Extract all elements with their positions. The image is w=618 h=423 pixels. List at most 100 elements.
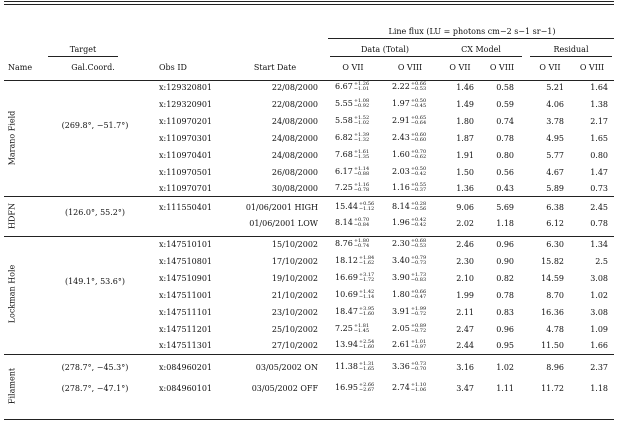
obs-id: x:147511001 [159,291,213,300]
cx-o8-value: 0.56 [496,168,514,177]
res-o8-value: 0.73 [590,184,608,193]
res-o7-value: 4.95 [546,134,564,143]
res-o7-value: 5.21 [546,83,564,92]
obs-id: x:147510801 [159,257,213,266]
data-o8-value: 1.16 +0.55 −0.37 [392,182,427,193]
target-underline [48,56,118,57]
res-o7-value: 4.06 [546,100,564,109]
res-o8-value: 1.47 [590,168,608,177]
data-o8-value: 3.36 +0.73 −0.70 [392,361,427,372]
start-date: 17/10/2002 [271,257,318,266]
res-o7-value: 8.96 [546,363,564,372]
data-o8-value: 3.91 +1.99 −0.72 [392,306,427,317]
res-o8-value: 0.78 [590,219,608,228]
start-date: 23/10/2002 [271,308,318,317]
residual-underline [530,56,612,57]
start-date: 26/08/2000 [271,168,318,177]
cx-o8-header: O VIII [489,63,515,72]
gal-coord-column-header: Gal.Coord. [71,63,115,72]
cx-o8-value: 0.59 [496,100,514,109]
start-date: 15/10/2002 [271,240,318,249]
cx-o8-value: 0.74 [496,117,514,126]
start-date: 27/10/2002 [271,341,318,350]
data-o8-value: 1.80 +0.66 −0.47 [392,289,427,300]
data-o7-value: 5.55 +1.08 −0.92 [335,98,370,109]
res-o7-value: 8.70 [546,291,564,300]
start-date: 25/10/2002 [271,325,318,334]
cx-o7-value: 1.91 [456,151,474,160]
res-o7-value: 14.59 [541,274,564,283]
data-o8-value: 2.05 +0.89 −0.72 [392,323,427,334]
group-name-filament: Filament [7,367,17,405]
res-o7-header: O VII [539,63,561,72]
data-o7-value: 7.68 +1.61 −1.35 [335,149,370,160]
res-o8-value: 1.65 [590,134,608,143]
data-o8-value: 2.61 +1.01 −0.97 [392,339,427,350]
cx-o7-value: 2.10 [456,274,474,283]
cx-o8-value: 0.90 [496,257,514,266]
obs-id: x:084960101 [159,384,213,393]
data-o7-value: 6.82 +1.39 −1.32 [335,132,370,143]
data-o7-value: 7.25 +1.81 −1.45 [335,323,370,334]
res-o7-value: 4.78 [546,325,564,334]
cx-o7-value: 9.06 [456,203,474,212]
data-o7-value: 10.69 +1.42 −1.14 [335,289,375,300]
res-o8-value: 2.45 [590,203,608,212]
data-o8-value: 2.03 +0.50 −0.42 [392,166,427,177]
data-o8-value: 3.90 +1.73 −0.83 [392,272,427,283]
group-name-hdfn: HDFN [7,203,17,229]
start-date: 24/08/2000 [271,151,318,160]
cx-o7-value: 1.87 [456,134,474,143]
data-o8-value: 2.43 +0.60 −0.60 [392,132,427,143]
obs-id: x:110970401 [159,151,213,160]
cx-o8-value: 0.58 [496,83,514,92]
cx-o8-value: 5.69 [496,203,514,212]
obs-id: x:129320801 [159,83,213,92]
data-o8-value: 2.22 +0.66 −0.53 [392,81,427,92]
cx-o8-value: 1.02 [496,363,514,372]
data-o7-value: 16.95 +2.66 −2.67 [335,382,375,393]
data-o7-value: 5.58 +1.52 −1.02 [335,115,370,126]
start-date: 24/08/2000 [271,117,318,126]
data-o8-value: 1.60 +0.70 −0.62 [392,149,427,160]
line-flux-underline [328,38,614,39]
res-o8-value: 1.02 [590,291,608,300]
obs-id: x:110970501 [159,168,213,177]
cx-o7-value: 2.30 [456,257,474,266]
res-o7-value: 3.78 [546,117,564,126]
cx-o8-value: 0.96 [496,325,514,334]
row-coord: (278.7°, −47.1°) [61,384,129,393]
res-o7-value: 6.38 [546,203,564,212]
cx-o8-value: 0.96 [496,240,514,249]
cx-o7-value: 2.47 [456,325,474,334]
start-date-column-header: Start Date [253,63,297,72]
data-o8-value: 1.96 +0.42 −0.42 [392,217,427,228]
res-o8-value: 3.08 [590,308,608,317]
cx-o8-value: 0.78 [496,291,514,300]
data-o8-value: 3.40 +0.79 −0.73 [392,255,427,266]
data-total-header: Data (Total) [360,45,410,54]
res-o8-value: 3.08 [590,274,608,283]
res-o7-value: 16.36 [541,308,564,317]
cx-o8-value: 0.80 [496,151,514,160]
cx-o7-value: 1.36 [456,184,474,193]
res-o8-value: 0.80 [590,151,608,160]
data-o8-value: 2.30 +0.68 −0.53 [392,238,427,249]
start-date: 01/06/2001 LOW [249,219,318,228]
group-name-marano: Marano Field [7,110,17,166]
res-o7-value: 4.67 [546,168,564,177]
data-o8-value: 2.91 +0.65 −0.64 [392,115,427,126]
res-o8-value: 2.17 [590,117,608,126]
group-rule-2 [4,236,614,237]
res-o7-value: 11.50 [541,341,564,350]
obs-id: x:147510901 [159,274,213,283]
target-header: Target [69,45,97,54]
start-date: 30/08/2000 [271,184,318,193]
cx-o7-value: 2.44 [456,341,474,350]
data-o7-header: O VII [342,63,364,72]
res-o8-header: O VIII [579,63,605,72]
top-rule-2 [4,4,614,5]
cx-o8-value: 0.83 [496,308,514,317]
obs-id: x:129320901 [159,100,213,109]
